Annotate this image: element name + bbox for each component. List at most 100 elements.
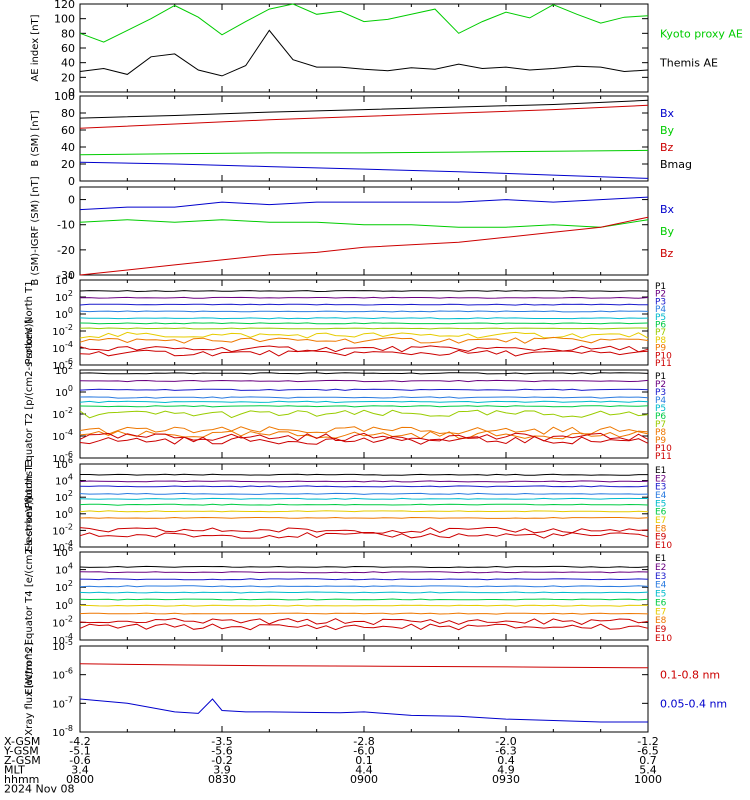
- panel-5-legend-P2: P2: [655, 380, 666, 390]
- timeline-row-label-Z-GSM: Z-GSM: [4, 754, 41, 767]
- panel-7-legend-E5: E5: [655, 590, 666, 600]
- panel-2-legend-By: By: [660, 124, 675, 137]
- panel-1-y-tick-label: 120: [54, 0, 75, 11]
- panel-4-legend-P5: P5: [655, 313, 666, 323]
- panel-2-ylabel: B (SM) [nT]: [30, 110, 41, 166]
- panel-6-series-E8: [79, 516, 649, 519]
- panel-5-series-P1: [79, 372, 649, 375]
- panel-5-frame: [79, 369, 649, 459]
- panel-7-series-E2: [79, 571, 649, 574]
- panel-4-legend-P7: P7: [655, 328, 666, 338]
- panel-4-frame: [79, 279, 649, 366]
- timeline-value-Y-GSM: -5.6: [211, 745, 232, 758]
- timeline-value-Y-GSM: -6.5: [637, 745, 658, 758]
- panel-1-legend-Kyoto proxy AE: Kyoto proxy AE: [660, 27, 743, 40]
- panel-1-legend-Themis AE: Themis AE: [659, 57, 718, 70]
- panel-4-series-P5: [79, 317, 649, 320]
- panel-4-series-P1: [79, 290, 649, 293]
- panel-5-ylabel: Protons Equator T2 [p/(cm2-s-sr-keV)]: [24, 319, 35, 508]
- panel-5-legend-P7: P7: [655, 420, 666, 430]
- timeline-row-label-X-GSM: X-GSM: [4, 735, 40, 748]
- panel-5-series-P8: [79, 426, 649, 435]
- panel-2-series-By: [79, 149, 649, 156]
- panel-4-series-P2: [79, 296, 649, 299]
- panel-4-legend-P3: P3: [655, 297, 666, 307]
- timeline-value-hhmm: 0930: [492, 773, 520, 786]
- timeline-value-Y-GSM: -5.1: [69, 745, 90, 758]
- panel-4-legend-P8: P8: [655, 336, 666, 346]
- timeline-value-hhmm: 0800: [66, 773, 94, 786]
- panel-7-series-E3: [79, 578, 649, 581]
- timeline-value-Z-GSM: -0.2: [211, 754, 232, 767]
- panel-4-y-tick-label: 102: [55, 289, 73, 304]
- panel-5-y-tick-label: 10-4: [52, 428, 73, 443]
- panel-6-legend-E1: E1: [655, 466, 666, 476]
- panel-5-y-tick-label: 10-2: [52, 406, 73, 421]
- panel-7-legend-E10: E10: [655, 634, 672, 644]
- panel-5-series-P4: [79, 396, 649, 399]
- panel-6-series-E1: [80, 473, 648, 476]
- panel-6-series-E4: [79, 492, 649, 495]
- panel-6-legend-E7: E7: [655, 516, 666, 526]
- timeline-row-label-Y-GSM: Y-GSM: [3, 745, 39, 758]
- panel-8-legend-0.1-0.8 nm: 0.1-0.8 nm: [660, 669, 720, 682]
- panel-8-y-tick-label: 10-7: [52, 695, 73, 710]
- panel-2-y-tick-label: 80: [61, 107, 75, 120]
- timeline-value-Y-GSM: -6.0: [353, 745, 374, 758]
- panel-3-y-tick-label: -20: [57, 244, 75, 257]
- panel-2-series-Bmag: [79, 99, 649, 119]
- timeline-value-hhmm: 1000: [634, 773, 662, 786]
- panel-6-y-tick-label: 104: [55, 473, 73, 488]
- panel-5-legend-P11: P11: [655, 452, 672, 462]
- panel-7-legend-E2: E2: [655, 563, 666, 573]
- panel-5-y-tick-label: 100: [55, 384, 73, 399]
- panel-7-legend-E1: E1: [655, 554, 666, 564]
- panel-5-series-P11: [79, 436, 649, 445]
- panel-1-y-tick-label: 60: [61, 42, 75, 55]
- panel-6-legend-E3: E3: [655, 483, 666, 493]
- panel-4-series-P6: [79, 322, 649, 325]
- panel-4-legend-P9: P9: [655, 344, 666, 354]
- panel-1-y-tick-label: 0: [68, 86, 75, 99]
- panel-6-series-E9: [79, 527, 649, 534]
- panel-4-legend-P4: P4: [655, 305, 666, 315]
- panel-4-series-P8: [79, 331, 649, 339]
- panel-4-series-P4: [79, 310, 649, 313]
- panel-8-ylabel: Xray flux [W/m^2]: [24, 642, 35, 736]
- panel-5-series-P5: [79, 400, 649, 404]
- panel-5-series-P7: [79, 409, 649, 419]
- panel-6-frame: [79, 463, 649, 548]
- panel-8-legend-0.05-0.4 nm: 0.05-0.4 nm: [660, 697, 727, 710]
- panel-2-y-tick-label: 40: [61, 141, 75, 154]
- panel-8-series-0-05-0-4-nm: [79, 698, 648, 723]
- panel-1-y-tick-label: 80: [61, 27, 75, 40]
- panel-7-series-E9: [79, 617, 649, 626]
- panel-6-legend-E4: E4: [655, 491, 667, 501]
- panel-7-series-E1: [79, 565, 649, 569]
- panel-4-series-P9: [79, 336, 649, 344]
- panel-5-legend-P10: P10: [655, 444, 672, 454]
- panel-6-y-tick-label: 100: [55, 506, 73, 521]
- panel-7-series-E7: [79, 604, 649, 607]
- panel-8-frame: [79, 645, 649, 733]
- timeline-value-Z-GSM: 0.7: [639, 754, 657, 767]
- timeline-value-Z-GSM: -0.6: [69, 754, 90, 767]
- panel-3-series-Bz: [79, 216, 649, 276]
- panel-6-series-E6: [79, 503, 649, 506]
- date-label: 2024 Nov 08: [4, 783, 74, 796]
- panel-4-series-P7: [79, 327, 649, 330]
- panel-1-y-tick-label: 20: [61, 71, 75, 84]
- panel-5-series-P3: [79, 388, 649, 391]
- panel-2-legend-Bmag: Bmag: [660, 158, 692, 171]
- panel-2-y-tick-label: 0: [68, 175, 75, 188]
- panel-6-y-tick-label: 102: [55, 489, 73, 504]
- panel-5-series-P2: [79, 379, 649, 383]
- panel-6-legend-E6: E6: [655, 508, 667, 518]
- panel-3-legend-By: By: [660, 225, 675, 238]
- panel-4-y-tick-label: 10-2: [52, 323, 73, 338]
- panel-7-legend-E4: E4: [655, 581, 667, 591]
- panel-1-y-tick-label: 40: [61, 57, 75, 70]
- panel-6-legend-E5: E5: [655, 499, 666, 509]
- panel-5-series-P9: [79, 430, 649, 440]
- panel-1-frame: [79, 3, 649, 93]
